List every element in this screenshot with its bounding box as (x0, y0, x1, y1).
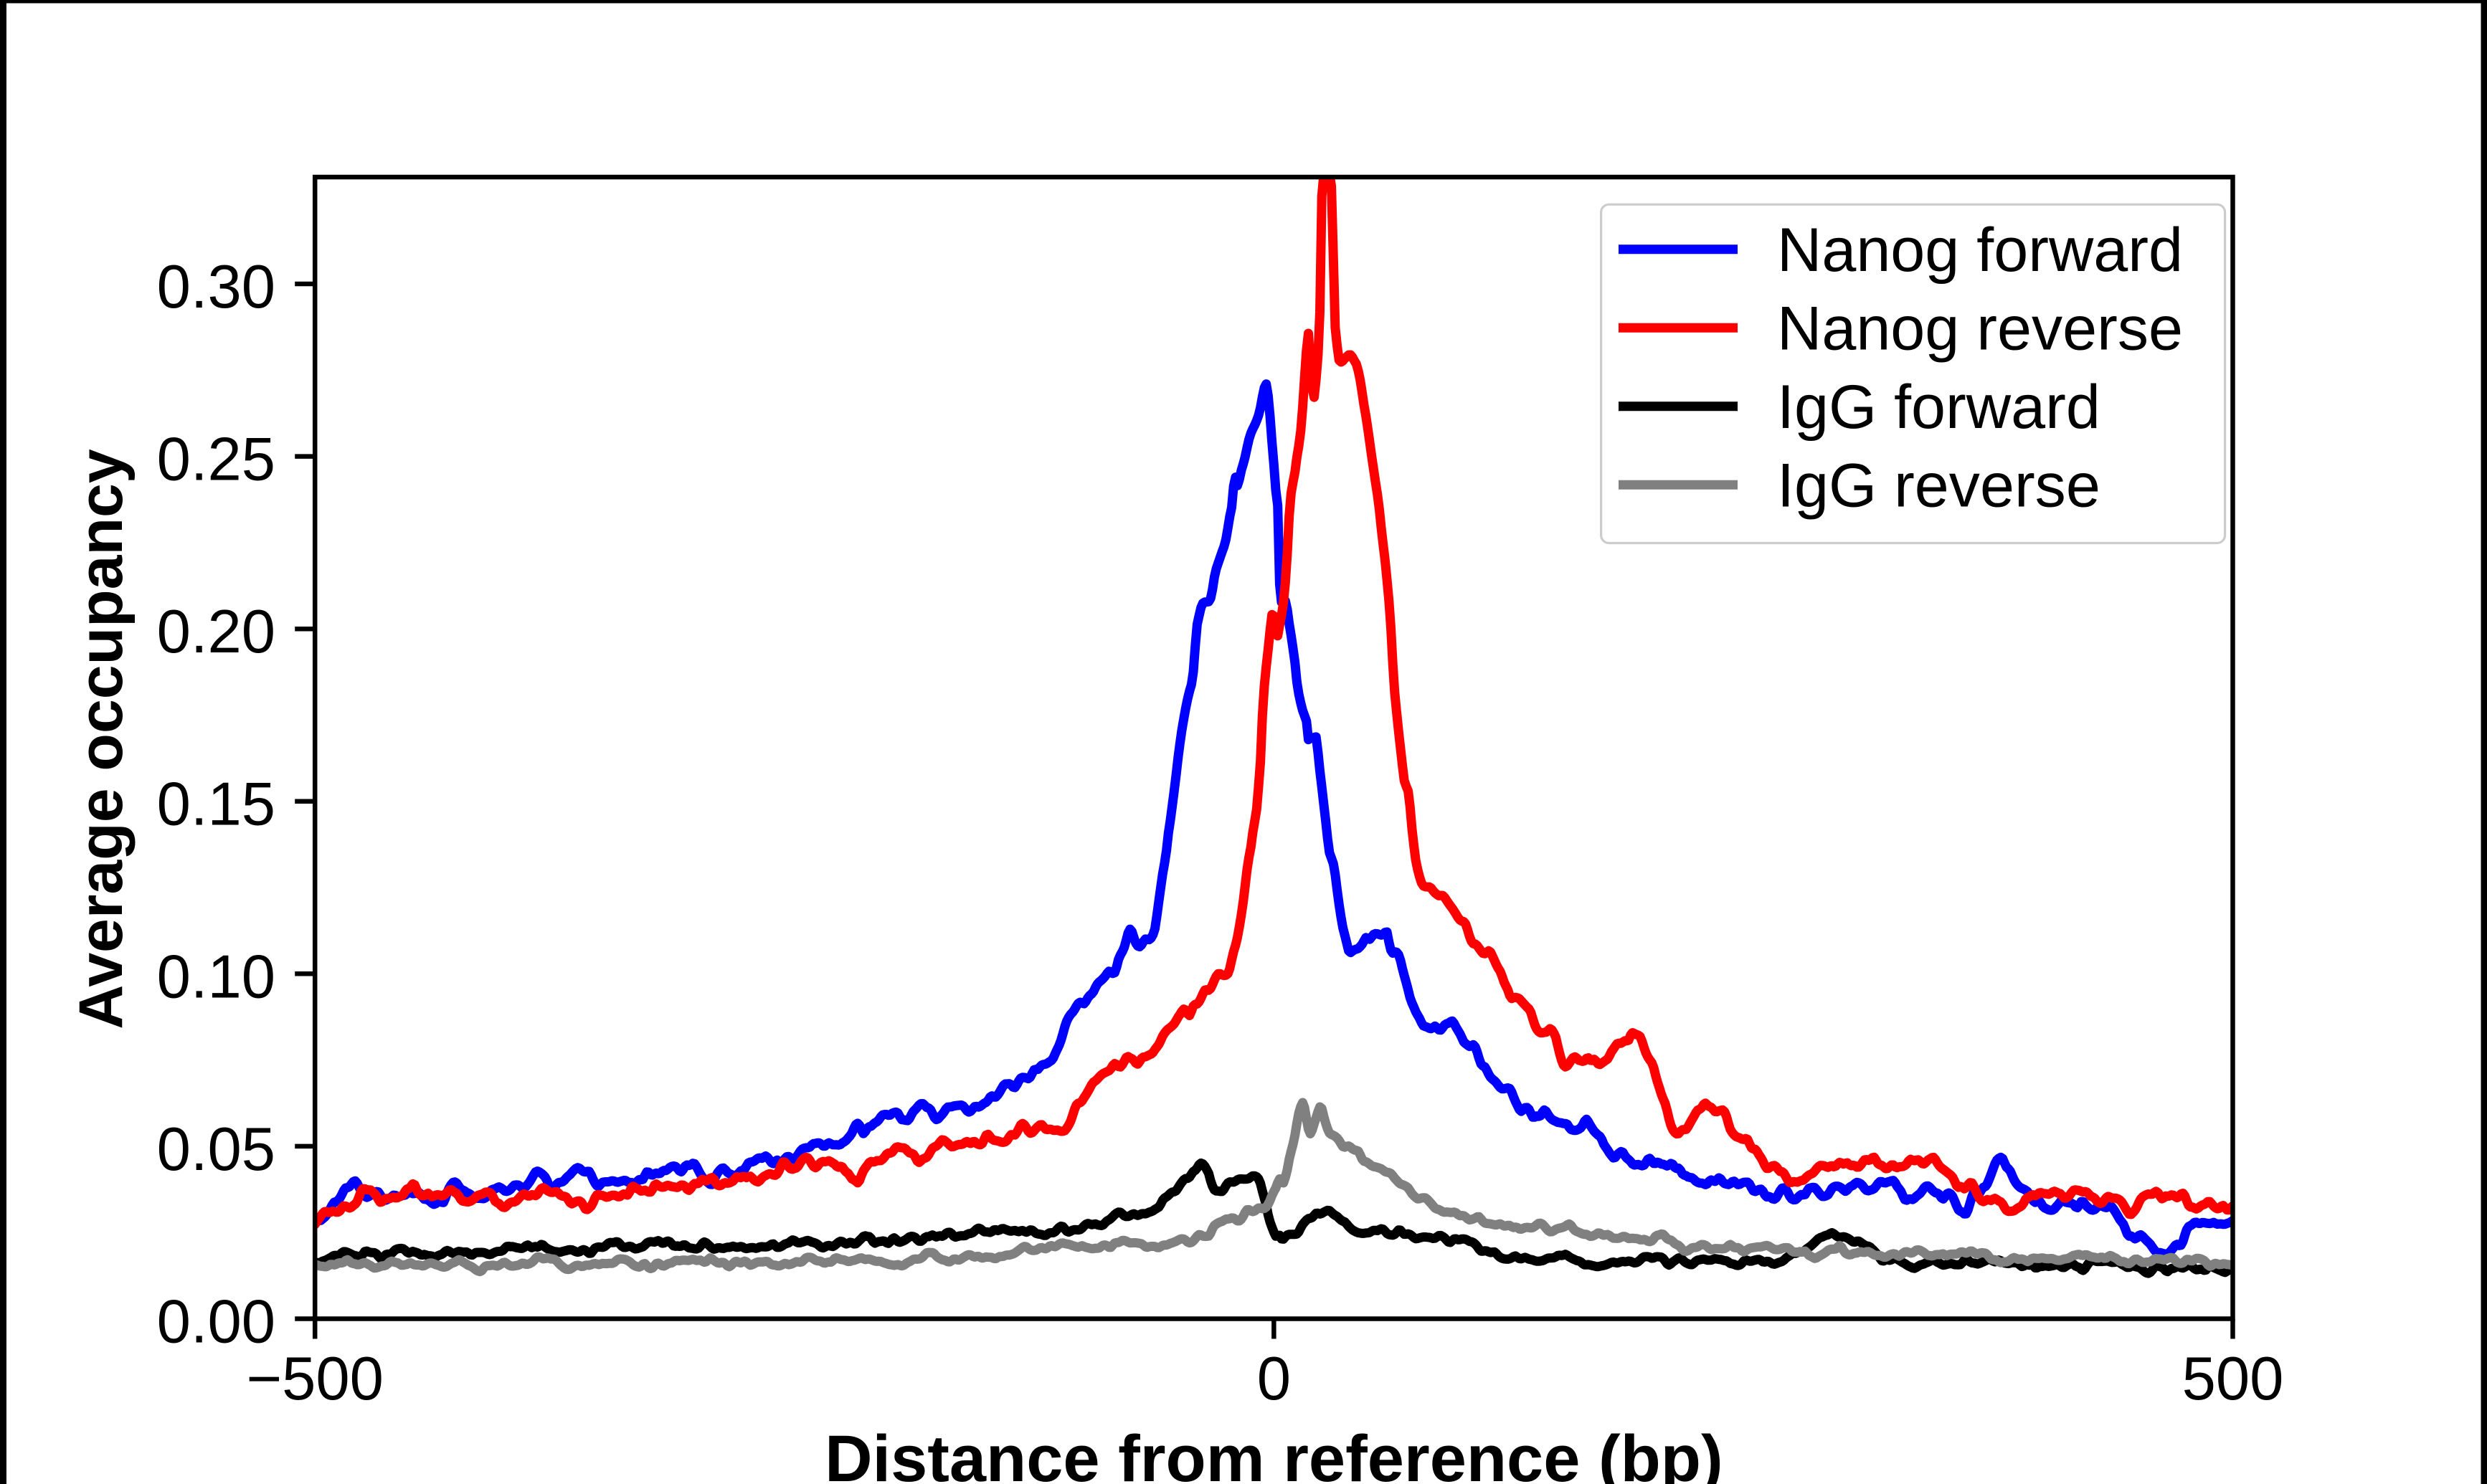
svg-text:0.00: 0.00 (157, 1288, 275, 1356)
svg-text:Average occupancy: Average occupancy (67, 449, 136, 1029)
svg-text:Distance from reference (bp): Distance from reference (bp) (825, 1422, 1723, 1484)
svg-text:0: 0 (1257, 1345, 1291, 1413)
svg-text:0.05: 0.05 (157, 1116, 275, 1184)
svg-text:500: 500 (2182, 1345, 2284, 1413)
svg-text:0.15: 0.15 (157, 771, 275, 839)
svg-text:0.30: 0.30 (157, 253, 275, 321)
svg-text:IgG forward: IgG forward (1777, 373, 2100, 442)
svg-text:0.20: 0.20 (157, 598, 275, 666)
svg-text:0.10: 0.10 (157, 943, 275, 1011)
svg-text:0.25: 0.25 (157, 426, 275, 494)
svg-text:Nanog forward: Nanog forward (1777, 216, 2183, 285)
svg-text:−500: −500 (246, 1345, 383, 1413)
svg-text:IgG reverse: IgG reverse (1777, 452, 2100, 520)
svg-text:Nanog reverse: Nanog reverse (1777, 295, 2183, 363)
